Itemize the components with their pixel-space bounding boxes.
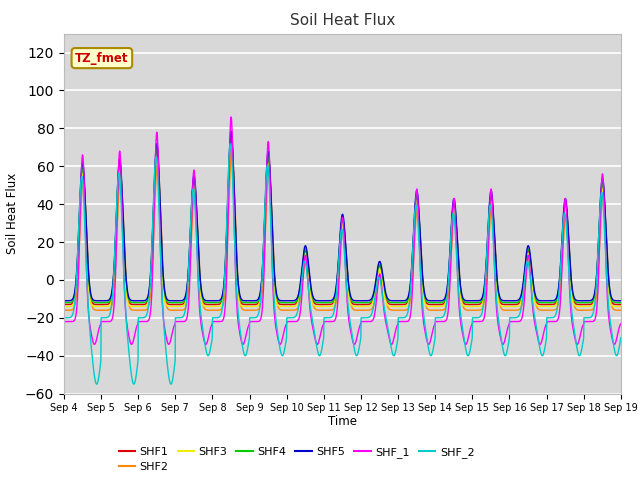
Title: Soil Heat Flux: Soil Heat Flux — [290, 13, 395, 28]
Legend: SHF1, SHF2, SHF3, SHF4, SHF5, SHF_1, SHF_2: SHF1, SHF2, SHF3, SHF4, SHF5, SHF_1, SHF… — [114, 443, 479, 477]
X-axis label: Time: Time — [328, 415, 357, 428]
Text: TZ_fmet: TZ_fmet — [75, 51, 129, 65]
Y-axis label: Soil Heat Flux: Soil Heat Flux — [6, 173, 19, 254]
